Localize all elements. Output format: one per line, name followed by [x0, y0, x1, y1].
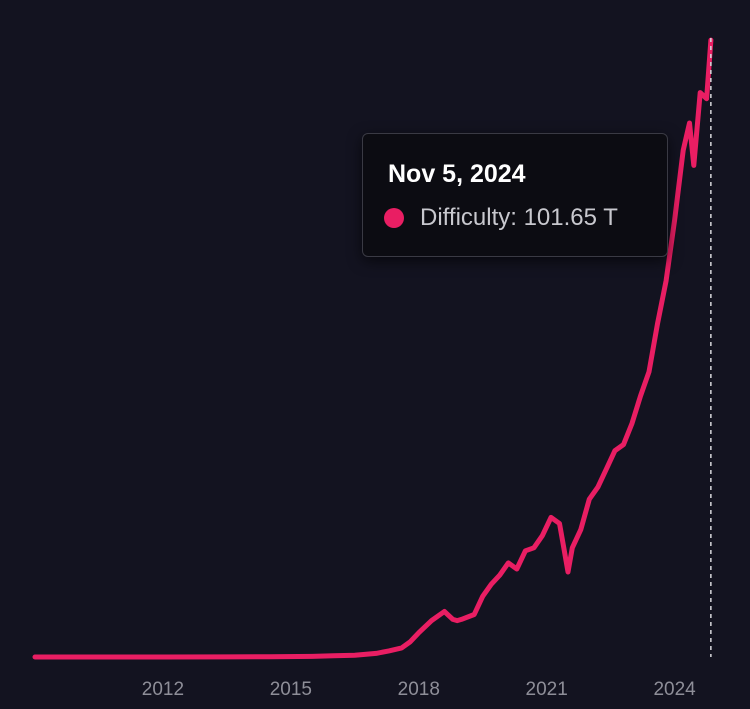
x-tick-label-2024: 2024: [653, 679, 696, 700]
x-axis: 2012 2015 2018 2021 2024: [142, 679, 696, 700]
tooltip-date: Nov 5, 2024: [388, 160, 526, 188]
difficulty-series-line[interactable]: [32, 37, 714, 660]
tooltip-value: Difficulty: 101.65 T: [420, 204, 618, 231]
x-tick-label-2018: 2018: [398, 679, 440, 700]
series-color-dot-icon: [384, 208, 404, 228]
x-tick-label-2012: 2012: [142, 679, 184, 700]
hover-tooltip: Nov 5, 2024 Difficulty: 101.65 T: [362, 133, 668, 257]
tooltip-series-row: Difficulty: 101.65 T: [384, 204, 618, 232]
x-tick-label-2021: 2021: [526, 679, 568, 700]
x-tick-label-2015: 2015: [270, 679, 312, 700]
